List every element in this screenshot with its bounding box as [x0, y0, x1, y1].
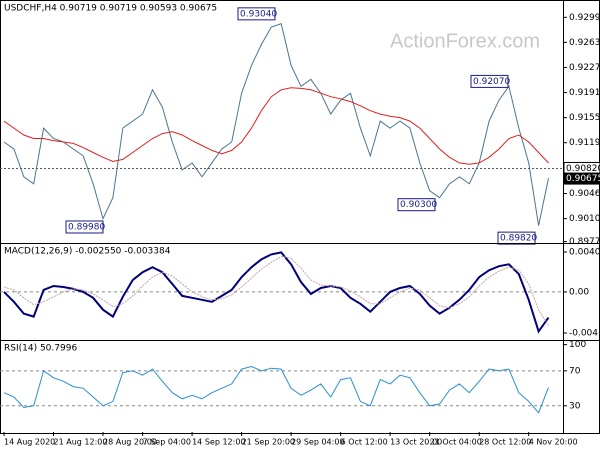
annotation-label: 0.93040	[240, 9, 277, 19]
price-label: 0.90820	[566, 164, 600, 174]
pane-title: USDCHF,H4 0.90719 0.90719 0.90593 0.9067…	[4, 4, 217, 14]
series-line	[3, 87, 549, 165]
y-tick-label: 100	[569, 340, 586, 350]
series-line	[3, 365, 549, 414]
annotation-box	[65, 220, 104, 234]
x-tick-label: 4 Nov 20:00	[529, 438, 578, 447]
frame	[0, 0, 600, 434]
y-tick-label: 0.004039	[569, 248, 600, 258]
last-price-box	[564, 172, 600, 185]
pane-title: RSI(14) 50.7996	[4, 344, 77, 354]
y-tick-label: 30	[569, 401, 581, 411]
x-tick-label: 28 Oct 12:00	[479, 438, 531, 447]
x-tick-label: 7 Sep 04:00	[143, 438, 191, 447]
annotation-label: 0.92070	[473, 77, 510, 87]
annotation-label: 0.89980	[68, 222, 105, 232]
annotation-box	[470, 74, 509, 88]
annotation-box	[237, 7, 276, 21]
x-tick-label: 28 Aug 20:00	[103, 438, 157, 447]
annotation-box	[497, 231, 536, 245]
y-tick-label: 70	[569, 366, 581, 376]
y-tick-label: -0.00416	[569, 328, 600, 338]
x-tick-label: 13 Oct 20:00	[390, 438, 442, 447]
y-tick-label: 0.00	[569, 287, 589, 297]
x-tick-label: 21 Sep 20:00	[242, 438, 295, 447]
x-tick-label: 6 Oct 12:00	[341, 438, 388, 447]
series-line	[3, 22, 549, 226]
series-line	[3, 255, 549, 326]
watermark: ActionForex.com	[390, 30, 540, 52]
series-line	[3, 251, 550, 334]
x-tick-label: 21 Oct 04:00	[430, 438, 482, 447]
last-price-label: 0.90675	[566, 174, 600, 184]
pane-title: MACD(12,26,9) -0.002550 -0.003384	[4, 247, 171, 257]
x-tick-label: 14 Sep 12:00	[192, 438, 245, 447]
x-tick-label: 29 Sep 04:00	[291, 438, 344, 447]
annotation-label: 0.89820	[500, 234, 537, 244]
annotation-label: 0.90300	[400, 200, 437, 210]
x-tick-label: 14 Aug 2020	[4, 438, 55, 447]
x-tick-label: 21 Aug 12:00	[54, 438, 108, 447]
annotation-box	[397, 198, 436, 212]
